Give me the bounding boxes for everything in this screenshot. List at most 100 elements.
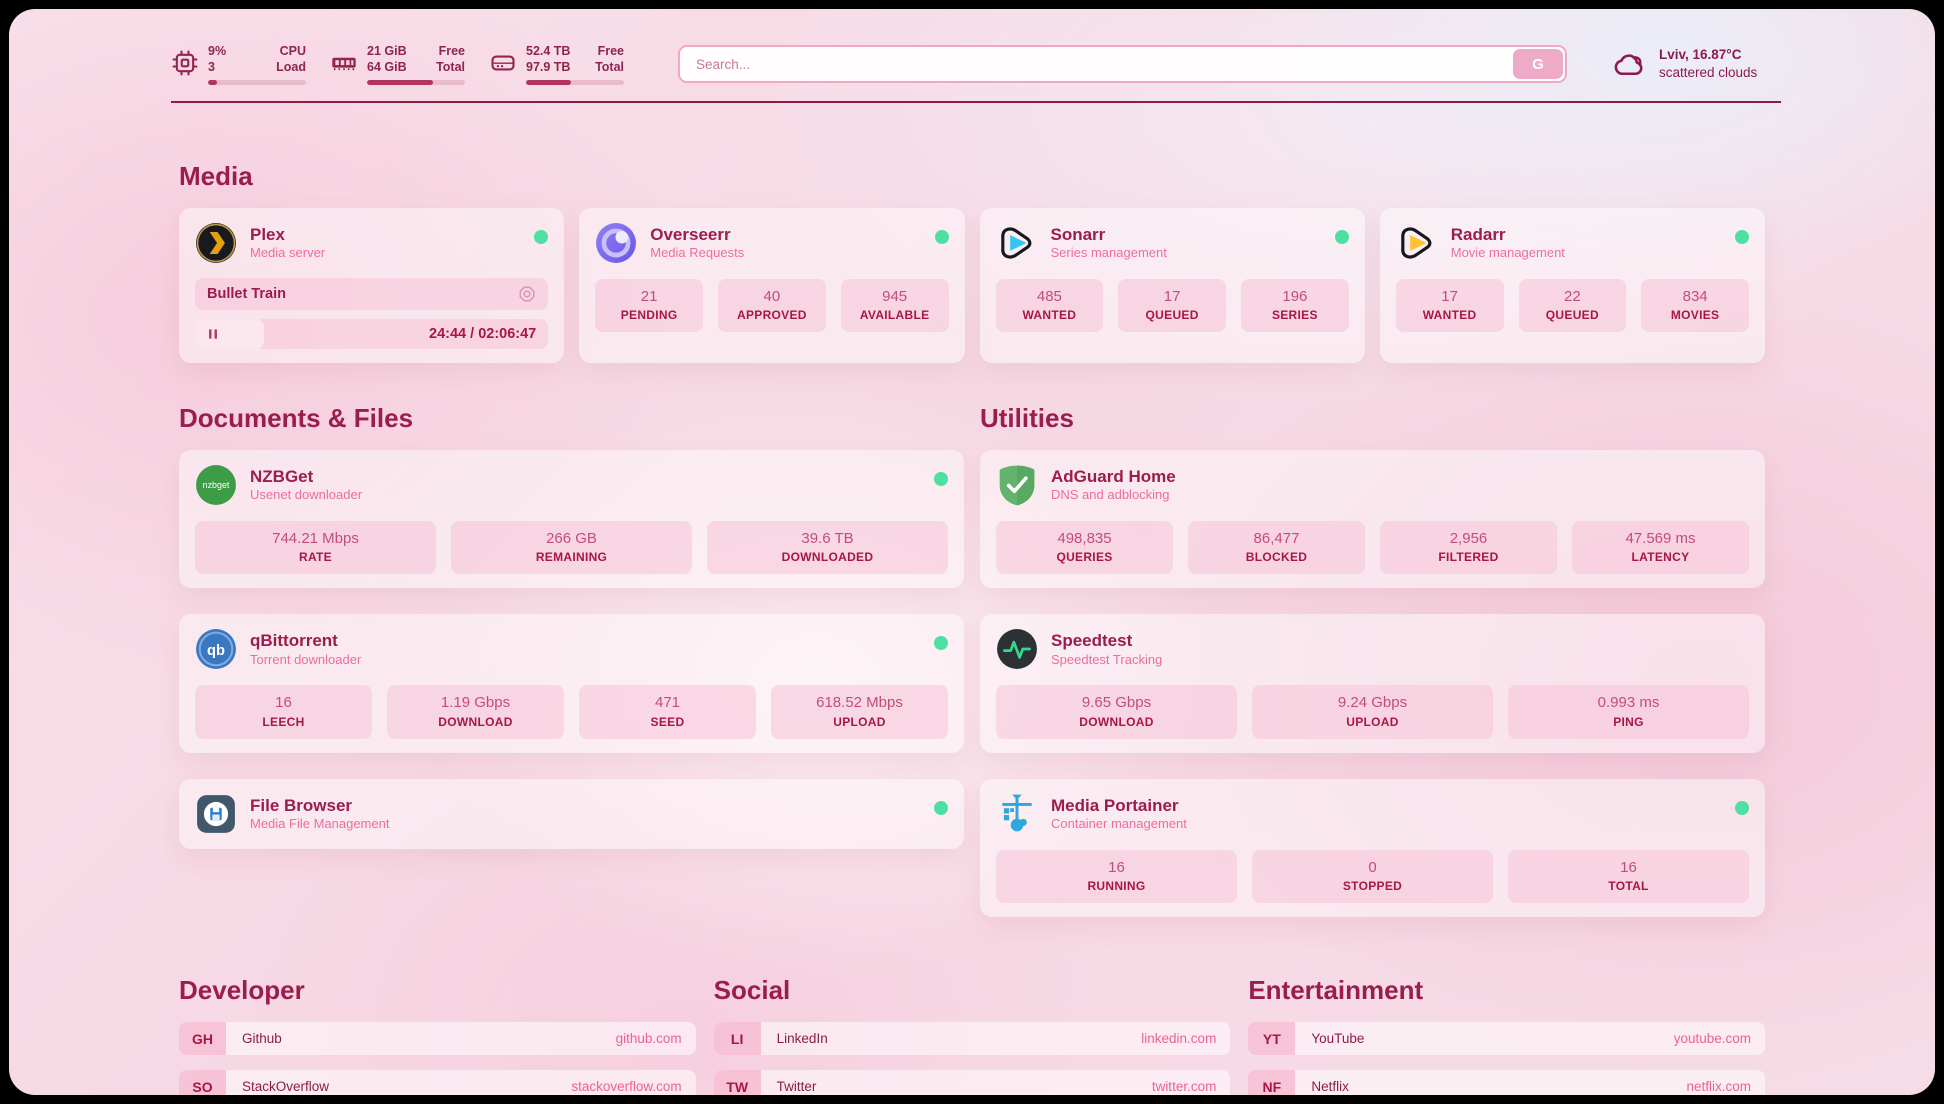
stat-remaining: 266 GB REMAINING	[451, 521, 692, 575]
app-card-radarr[interactable]: Radarr Movie management 17 WANTED 22 QUEUED 83…	[1379, 208, 1765, 363]
link-abbr: GH	[179, 1022, 226, 1056]
bookmarks-area: Developer GH Github github.com SO StackOverfl…	[179, 975, 1765, 1095]
stat-value: 945	[882, 288, 908, 305]
stat-leech: 16 LEECH	[195, 685, 372, 739]
link-netflix[interactable]: NF Netflix netflix.com	[1248, 1070, 1765, 1095]
search-bar: G	[678, 45, 1567, 83]
stat-value: 17	[1441, 288, 1458, 305]
search-input[interactable]	[678, 45, 1567, 83]
app-card-overseerr[interactable]: Overseerr Media Requests 21 PENDING 40 APPROV…	[579, 208, 965, 363]
system-stat-disk: 52.4 TB 97.9 TB Free Total	[489, 43, 624, 85]
stat-label: RATE	[299, 550, 332, 565]
system-stats: 9% 3 CPU Load 21 GiB 64 GiB Free Total 52.4 TB 97…	[171, 43, 624, 85]
system-stat-cpu: 9% 3 CPU Load	[171, 43, 306, 85]
overseerr-icon	[595, 222, 637, 264]
link-github[interactable]: GH Github github.com	[179, 1022, 696, 1056]
stat-label: SEED	[650, 714, 685, 729]
app-description: DNS and adblocking	[1051, 487, 1170, 503]
status-online-dot	[934, 800, 948, 815]
stat-value: 9.65 Gbps	[1081, 694, 1152, 712]
app-card-portainer[interactable]: Media Portainer Container management 16 RUN…	[980, 778, 1765, 918]
link-url: linkedin.com	[1141, 1031, 1217, 1047]
section-documents: Documents & Files nzbget NZBGet Usenet dow…	[179, 403, 964, 849]
app-card-sonarr[interactable]: Sonarr Series management 485 WANTED 17 QUEUED…	[979, 208, 1365, 363]
stat-upload: 9.24 Gbps UPLOAD	[1252, 685, 1493, 739]
stat-label: QUERIES	[1056, 550, 1113, 565]
stat-label: UPLOAD	[833, 714, 886, 729]
stat-value: 17	[1163, 288, 1181, 305]
stat-label: QUEUED	[1545, 308, 1599, 323]
app-name: Overseerr	[650, 224, 731, 244]
app-name: Speedtest	[1051, 631, 1133, 651]
stat-queries: 498,835 QUERIES	[996, 521, 1173, 575]
stat-download: 9.65 Gbps DOWNLOAD	[996, 685, 1237, 739]
app-name: NZBGet	[250, 466, 314, 486]
app-description: Media server	[250, 245, 326, 261]
section-title-developer: Developer	[179, 975, 305, 1006]
link-linkedin[interactable]: LI LinkedIn linkedin.com	[713, 1022, 1231, 1056]
media-title: Bullet Train	[207, 286, 286, 302]
stat-value: 39.6 TB	[801, 530, 854, 547]
pause-icon	[205, 326, 221, 342]
main-content: Media Plex Media server Bullet Train 24:44 …	[9, 161, 1935, 1095]
stat-value: 196	[1282, 288, 1308, 305]
disk-icon	[489, 49, 517, 77]
stat-value: 1.19 Gbps	[440, 694, 511, 712]
progress-fill	[367, 80, 433, 85]
app-card-plex[interactable]: Plex Media server Bullet Train 24:44 / 02:0…	[179, 208, 565, 363]
speedtest-icon	[996, 628, 1038, 670]
system-stat-ram: 21 GiB 64 GiB Free Total	[330, 43, 465, 85]
app-card-nzbget[interactable]: nzbget NZBGet Usenet downloader 744.21 Mbps…	[179, 450, 964, 589]
link-name: StackOverflow	[242, 1079, 330, 1095]
stat-value: 86,477	[1253, 530, 1300, 547]
stat-download: 1.19 Gbps DOWNLOAD	[387, 685, 564, 739]
stat-value: 40	[763, 288, 781, 305]
sys-stat-label: Free	[438, 44, 465, 58]
stat-label: QUEUED	[1145, 308, 1199, 323]
app-card-adguard[interactable]: AdGuard Home DNS and adblocking 498,835 QUE…	[980, 450, 1765, 589]
stat-movies: 834 MOVIES	[1641, 279, 1749, 333]
stat-blocked: 86,477 BLOCKED	[1188, 521, 1365, 575]
sys-stat-value: 9%	[208, 44, 227, 58]
portainer-icon	[996, 793, 1038, 835]
link-url: github.com	[615, 1031, 682, 1047]
section-social: Social LI LinkedIn linkedin.com TW Twitter twi…	[713, 975, 1231, 1095]
search-engine-button[interactable]: G	[1513, 49, 1563, 79]
section-entertainment: Entertainment YT YouTube youtube.com NF Netfl…	[1248, 975, 1765, 1095]
section-title-entertainment: Entertainment	[1248, 975, 1424, 1006]
stat-queued: 22 QUEUED	[1518, 279, 1627, 333]
sys-stat-value: 52.4 TB	[526, 44, 571, 58]
stat-label: UPLOAD	[1346, 714, 1399, 729]
link-stackoverflow[interactable]: SO StackOverflow stackoverflow.com	[179, 1070, 696, 1095]
status-online-dot	[934, 230, 949, 244]
link-twitter[interactable]: TW Twitter twitter.com	[713, 1070, 1231, 1095]
link-name: Netflix	[1311, 1079, 1349, 1095]
stat-label: TOTAL	[1608, 879, 1649, 894]
stat-stopped: 0 STOPPED	[1252, 849, 1493, 904]
status-online-dot	[534, 230, 549, 244]
dashboard: 9% 3 CPU Load 21 GiB 64 GiB Free Total 52.4 TB 97…	[9, 9, 1935, 1095]
stat-pending: 21 PENDING	[595, 279, 703, 333]
link-abbr: LI	[713, 1022, 761, 1056]
app-name: AdGuard Home	[1051, 466, 1176, 486]
link-youtube[interactable]: YT YouTube youtube.com	[1248, 1022, 1765, 1056]
sys-stat-label: Total	[436, 60, 465, 74]
plex-icon	[195, 222, 237, 264]
section-developer: Developer GH Github github.com SO StackOverfl…	[179, 975, 696, 1095]
sys-stat-label: Total	[595, 60, 624, 74]
section-media: Media Plex Media server Bullet Train 24:44 …	[179, 161, 1765, 363]
stat-label: DOWNLOADED	[781, 550, 874, 565]
stat-filtered: 2,956 FILTERED	[1380, 521, 1557, 575]
status-online-dot	[1334, 230, 1349, 244]
stat-label: LATENCY	[1631, 550, 1690, 565]
app-card-filebrowser[interactable]: File Browser Media File Management	[179, 778, 964, 849]
link-name: LinkedIn	[776, 1031, 828, 1047]
app-card-qbittorrent[interactable]: qb qBittorrent Torrent downloader 16 LEECH 1.…	[179, 614, 964, 753]
stat-label: FILTERED	[1438, 550, 1499, 565]
section-title-utilities: Utilities	[980, 403, 1074, 433]
stat-label: DOWNLOAD	[1079, 714, 1154, 729]
stat-seed: 471 SEED	[579, 685, 756, 739]
stat-ping: 0.993 ms PING	[1508, 685, 1749, 739]
app-card-speedtest[interactable]: Speedtest Speedtest Tracking 9.65 Gbps DOWN…	[980, 614, 1765, 753]
app-description: Torrent downloader	[250, 651, 362, 667]
